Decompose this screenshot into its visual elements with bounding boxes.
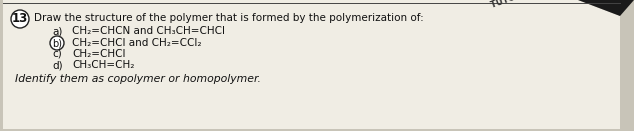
Text: 13: 13	[12, 12, 28, 26]
Text: CH₂=CHCl: CH₂=CHCl	[72, 49, 126, 59]
Circle shape	[11, 10, 29, 28]
Polygon shape	[3, 0, 620, 129]
Text: CH₃CH=CH₂: CH₃CH=CH₂	[72, 60, 134, 70]
Text: b): b)	[52, 38, 62, 48]
Text: c): c)	[52, 49, 61, 59]
Circle shape	[50, 36, 64, 50]
Text: Identify them as copolymer or homopolymer.: Identify them as copolymer or homopolyme…	[15, 74, 261, 84]
Text: CH₂=CHCl and CH₂=CCl₂: CH₂=CHCl and CH₂=CCl₂	[72, 38, 202, 48]
Text: a): a)	[52, 26, 62, 36]
Text: CH₂=CHCN and CH₃CH=CHCl: CH₂=CHCN and CH₃CH=CHCl	[72, 26, 225, 36]
Text: d): d)	[52, 60, 63, 70]
Polygon shape	[578, 0, 634, 16]
Text: TUTORIAL 5B: ALA: TUTORIAL 5B: ALA	[490, 0, 574, 10]
Text: Draw the structure of the polymer that is formed by the polymerization of:: Draw the structure of the polymer that i…	[34, 13, 424, 23]
